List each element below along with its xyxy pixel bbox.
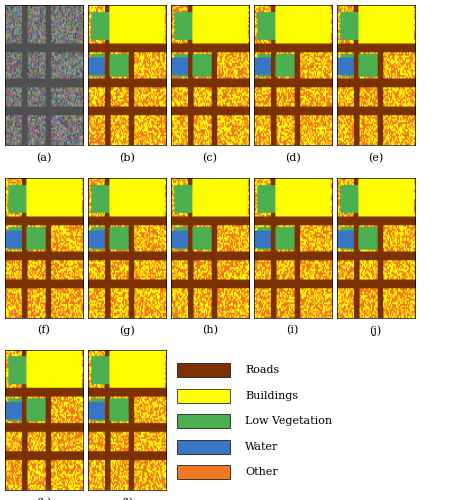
- Text: (l): (l): [121, 498, 133, 500]
- Text: (i): (i): [286, 325, 299, 336]
- FancyBboxPatch shape: [177, 389, 230, 403]
- Text: (f): (f): [37, 325, 50, 336]
- FancyBboxPatch shape: [177, 364, 230, 378]
- Text: (j): (j): [370, 325, 382, 336]
- Text: Water: Water: [246, 442, 279, 452]
- Text: Low Vegetation: Low Vegetation: [246, 416, 332, 426]
- Text: (k): (k): [36, 498, 52, 500]
- Text: (c): (c): [202, 152, 217, 163]
- Text: (d): (d): [285, 152, 301, 163]
- Text: Buildings: Buildings: [246, 391, 299, 401]
- Text: (e): (e): [368, 152, 383, 163]
- FancyBboxPatch shape: [177, 440, 230, 454]
- Text: (b): (b): [119, 152, 135, 163]
- Text: Roads: Roads: [246, 366, 280, 376]
- Text: (a): (a): [36, 152, 52, 163]
- FancyBboxPatch shape: [177, 414, 230, 428]
- Text: (g): (g): [119, 325, 135, 336]
- Text: (h): (h): [202, 325, 218, 336]
- FancyBboxPatch shape: [177, 465, 230, 479]
- Text: Other: Other: [246, 467, 278, 477]
